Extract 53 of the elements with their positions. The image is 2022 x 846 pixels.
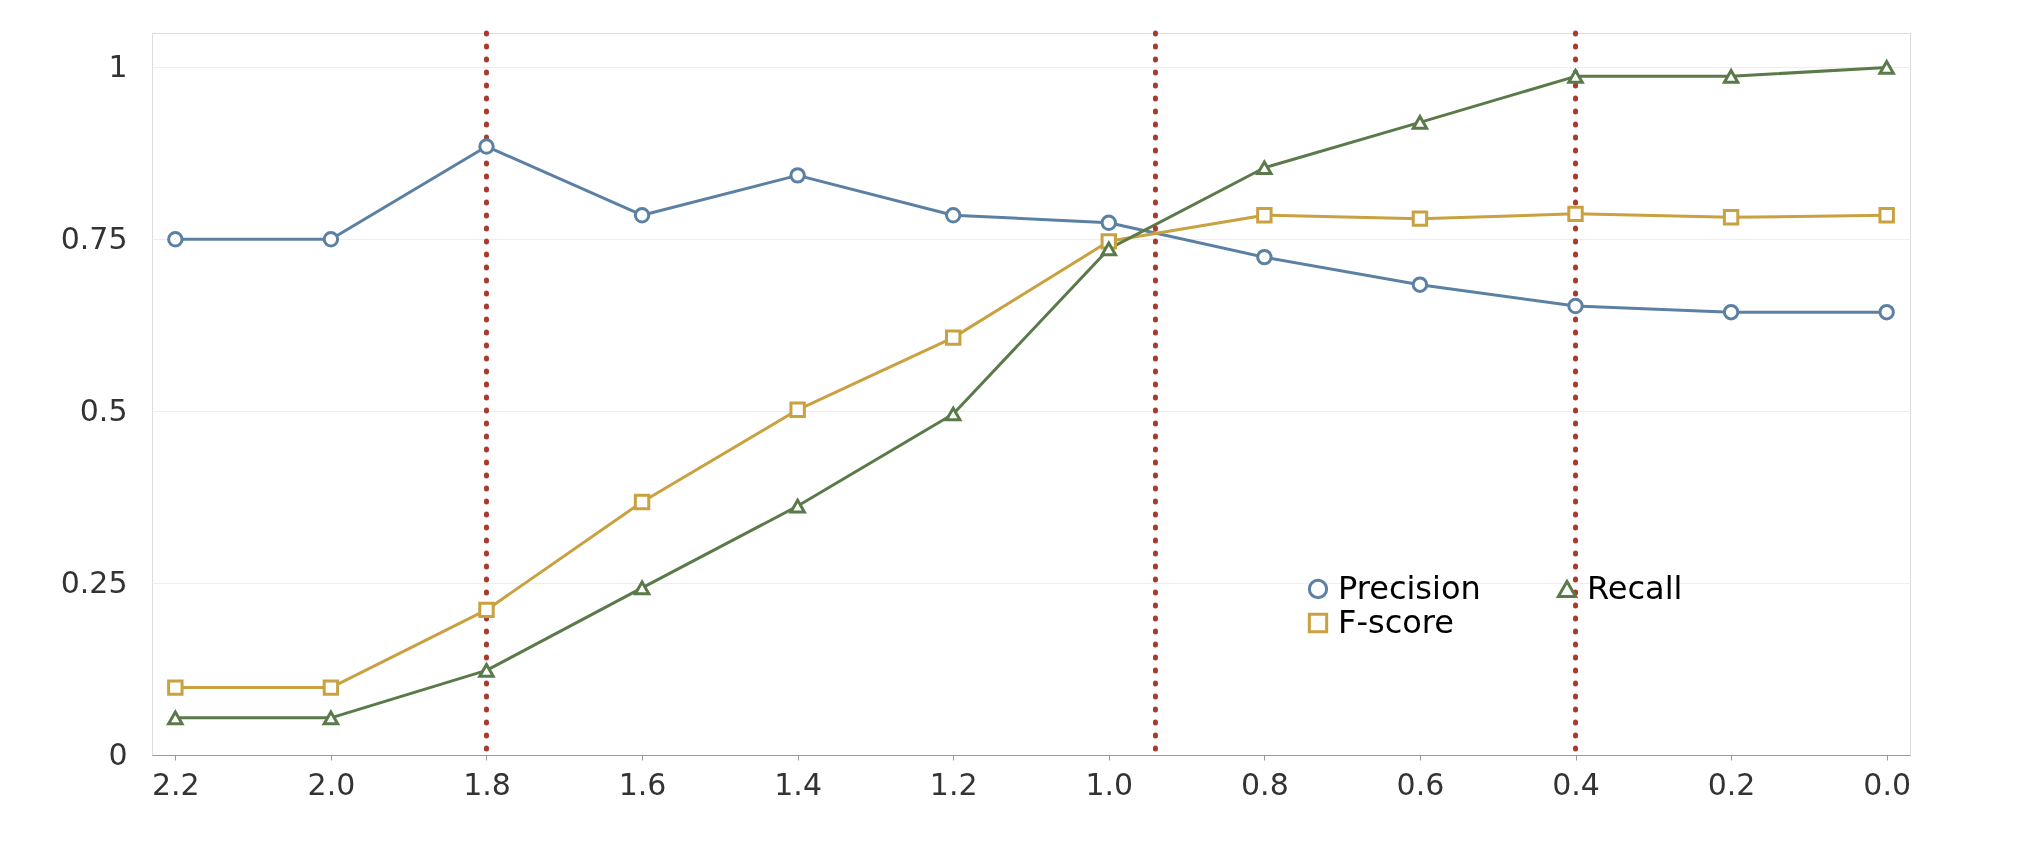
point [789, 167, 806, 184]
point [1567, 205, 1584, 223]
point [322, 710, 340, 726]
point [1256, 207, 1273, 224]
point [1256, 248, 1273, 266]
point [1100, 214, 1117, 231]
x-tick-label: 2.0 [307, 766, 356, 802]
x-tick-label: 0.6 [1396, 766, 1445, 802]
x-tick-label: 1.0 [1085, 766, 1134, 802]
x-tick-label: 2.2 [151, 766, 200, 802]
point [945, 329, 962, 346]
legend-label: Recall [1587, 569, 1683, 607]
point [945, 406, 962, 422]
point [322, 231, 340, 248]
point [478, 663, 495, 678]
point [1567, 297, 1584, 315]
point [322, 679, 340, 696]
y-tick-label: 0.25 [60, 564, 128, 600]
point [1411, 115, 1429, 130]
point [633, 580, 651, 596]
y-tick-label: 0.75 [60, 220, 128, 256]
x-tick-label: 0.8 [1241, 766, 1289, 802]
x-tick-label: 1.2 [929, 766, 978, 802]
x-tick-label: 0.0 [1863, 766, 1912, 802]
point [1878, 60, 1895, 75]
point [1878, 207, 1895, 224]
point [789, 498, 806, 514]
x-tick-label: 1.4 [774, 766, 822, 802]
point [1100, 241, 1117, 257]
point [1567, 69, 1584, 84]
point [633, 493, 651, 511]
x-tick-label: 0.4 [1552, 766, 1600, 802]
point [478, 138, 495, 155]
x-tick-label: 0.2 [1707, 766, 1756, 802]
point [167, 710, 184, 726]
point [1878, 303, 1895, 321]
point [478, 601, 495, 619]
point [1256, 160, 1273, 176]
point [789, 401, 806, 419]
point [167, 679, 184, 696]
point [1722, 69, 1740, 84]
point [1411, 276, 1429, 293]
y-tick-label: 0.5 [79, 392, 128, 428]
point [1722, 303, 1740, 321]
point [167, 231, 184, 248]
y-tick-label: 1 [108, 48, 128, 84]
point [945, 207, 962, 224]
point [633, 207, 651, 224]
x-tick-label: 1.8 [463, 766, 511, 802]
y-tick-label: 0 [108, 736, 128, 772]
x-tick-label: 1.6 [618, 766, 667, 802]
point [1411, 210, 1429, 227]
point [1722, 209, 1740, 226]
